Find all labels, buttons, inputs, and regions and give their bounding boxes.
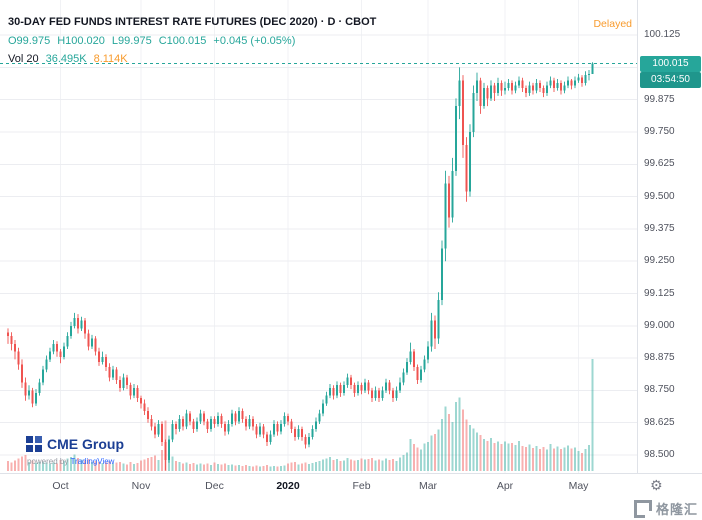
- time-tick-label: May: [568, 480, 589, 492]
- chart-title: 30-DAY FED FUNDS INTEREST RATE FUTURES (…: [8, 16, 377, 28]
- last-price-badge: 100.015: [640, 55, 701, 72]
- delayed-data-badge: Delayed: [593, 18, 632, 30]
- volume-label: Vol 20: [8, 53, 39, 65]
- time-tick-label: Apr: [496, 480, 514, 492]
- powered-by-line: powered by TradingView: [27, 457, 114, 466]
- price-tick-label: 99.750: [644, 126, 675, 137]
- price-tick-label: 99.625: [644, 158, 675, 170]
- bar-countdown-badge: 03:54:50: [640, 72, 701, 89]
- volume-ma-value: 8.114K: [93, 53, 128, 65]
- price-tick-label: 98.625: [644, 416, 675, 428]
- change-value: +0.045 (+0.05%): [213, 35, 296, 47]
- time-tick-label: Oct: [52, 480, 69, 492]
- gear-icon[interactable]: ⚙: [650, 477, 663, 493]
- chart-legend: 30-DAY FED FUNDS INTEREST RATE FUTURES (…: [8, 14, 376, 68]
- price-tick-label: 98.750: [644, 384, 675, 396]
- price-tick-label: 99.875: [644, 93, 675, 105]
- cme-group-logo: CME Group: [26, 436, 124, 452]
- ohlc-readout: O99.975 H100.020 L99.975 C100.015 +0.045 (+0…: [8, 33, 376, 50]
- cme-logo-icon: [26, 436, 42, 452]
- close-value: C100.015: [158, 35, 207, 47]
- price-tick-label: 99.375: [644, 222, 675, 234]
- price-axis[interactable]: 100.015 03:54:50 100.125100.00099.87599.…: [637, 0, 702, 473]
- gelonghui-logo-icon: [633, 499, 652, 518]
- low-value: L99.975: [111, 35, 152, 47]
- price-tick-label: 98.500: [644, 449, 675, 460]
- time-axis[interactable]: Oct Nov Dec 2020 Feb Mar Apr May: [0, 473, 702, 501]
- candlestick-chart[interactable]: [0, 0, 637, 473]
- price-tick-label: 99.000: [644, 319, 675, 331]
- time-tick-label: Mar: [418, 480, 438, 492]
- time-tick-label: 2020: [276, 480, 300, 492]
- gelonghui-watermark: 格隆汇: [633, 499, 698, 518]
- tradingview-link[interactable]: TradingView: [70, 457, 115, 466]
- gelonghui-logo-text: 格隆汇: [655, 502, 698, 517]
- price-tick-label: 98.875: [644, 352, 675, 364]
- high-value: H100.020: [57, 35, 105, 47]
- volume-value: 36.495K: [45, 53, 87, 65]
- cme-logo-text: CME Group: [47, 436, 124, 452]
- powered-by-text: powered by: [27, 457, 69, 466]
- price-tick-label: 100.125: [644, 29, 681, 41]
- price-tick-label: 99.500: [644, 190, 675, 202]
- time-tick-label: Feb: [352, 480, 371, 492]
- open-value: O99.975: [8, 35, 51, 47]
- volume-readout: Vol 20 36.495K 8.114K: [8, 51, 376, 68]
- time-tick-label: Dec: [205, 480, 224, 492]
- price-tick-label: 99.125: [644, 287, 675, 299]
- price-tick-label: 99.250: [644, 255, 675, 267]
- time-tick-label: Nov: [131, 480, 151, 492]
